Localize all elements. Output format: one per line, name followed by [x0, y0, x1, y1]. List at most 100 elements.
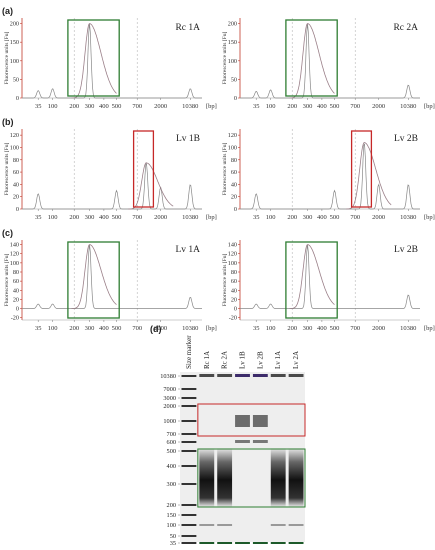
main-peak-envelope: [71, 23, 117, 99]
small-band: [235, 440, 250, 443]
y-tick-label: 200: [228, 21, 237, 28]
y-tick-label: 140: [228, 242, 237, 249]
y-tick-label: 120: [10, 251, 19, 258]
ladder-band: [181, 483, 197, 485]
x-tick-label: 300: [303, 325, 313, 332]
y-tick-label: 60: [231, 169, 237, 176]
ladder-band: [181, 388, 197, 390]
gel-lane: [270, 374, 286, 544]
gel-size-label: 10380: [160, 373, 176, 380]
x-tick-label: 35: [253, 214, 260, 221]
selection-box: [285, 19, 338, 97]
chart-title: Rc 1A: [175, 23, 200, 33]
x-tick-label: 400: [99, 103, 109, 110]
x-tick-label: 35: [35, 103, 42, 110]
trace-line: [240, 244, 420, 309]
x-tick-label: 400: [317, 103, 327, 110]
y-tick-label: 200: [10, 21, 19, 28]
gel-size-label: 700: [167, 431, 176, 438]
ladder-band: [181, 524, 197, 526]
lower-marker-band: [199, 542, 215, 544]
small-band: [270, 524, 286, 526]
y-tick-label: 100: [228, 260, 237, 267]
main-peak-envelope: [289, 244, 335, 309]
lower-marker-band: [288, 542, 304, 544]
chart-title: Lv 1B: [176, 134, 200, 144]
lane-label: Lv 1A: [274, 351, 282, 369]
x-tick-label: 400: [99, 214, 109, 221]
y-tick-label: 0: [234, 95, 237, 102]
small-band: [217, 524, 233, 526]
x-tick-label: 400: [317, 214, 327, 221]
gel-size-label: 200: [167, 502, 176, 509]
ladder-band: [181, 375, 197, 377]
gel-size-label: 150: [167, 512, 176, 519]
x-tick-label: 700: [132, 325, 142, 332]
lane-label: Rc 1A: [203, 351, 211, 369]
ladder-band: [181, 405, 197, 407]
x-tick-label: 500: [330, 325, 340, 332]
x-tick-label: 500: [112, 214, 122, 221]
y-tick-label: 50: [231, 76, 237, 83]
x-tick-label: 2000: [372, 325, 385, 332]
trace-line: [240, 143, 420, 210]
y-axis-label: Fluorescence units [Fu]: [4, 253, 10, 306]
x-tick-label: 500: [112, 325, 122, 332]
main-peak-envelope: [71, 244, 117, 309]
y-tick-label: -20: [229, 315, 237, 322]
gel-lane: [181, 375, 197, 544]
large-rna-band: [235, 415, 250, 427]
smear-region: [199, 447, 215, 507]
y-tick-label: 0: [234, 206, 237, 213]
trace-line: [22, 23, 202, 99]
gel-size-label: 600: [167, 439, 176, 446]
y-tick-label: 80: [13, 269, 19, 276]
x-tick-label: 300: [303, 214, 313, 221]
upper-marker-band: [217, 374, 233, 377]
upper-marker-band: [270, 374, 286, 377]
lane-label: Lv 1B: [239, 351, 247, 369]
y-tick-label: 40: [13, 181, 19, 188]
main-peak-envelope: [346, 142, 392, 210]
x-tick-label: 700: [350, 325, 360, 332]
x-tick-label: 200: [69, 325, 79, 332]
trace-line: [22, 162, 202, 210]
x-tick-label: 500: [112, 103, 122, 110]
gel-background: [180, 372, 305, 542]
x-tick-label: 200: [287, 103, 297, 110]
ladder-band: [181, 420, 197, 422]
x-axis-unit: [bp]: [424, 214, 435, 221]
ladder-band: [181, 514, 197, 516]
x-tick-label: 200: [69, 103, 79, 110]
panel-label-b: (b): [2, 117, 14, 127]
selection-box: [285, 241, 338, 319]
selection-box: [67, 19, 120, 97]
upper-marker-band: [288, 374, 304, 377]
y-tick-label: 60: [231, 278, 237, 285]
trace-line: [240, 23, 420, 99]
y-tick-label: 20: [231, 194, 237, 201]
smear-region: [288, 447, 304, 507]
gel-size-label: 7000: [163, 386, 176, 393]
gel-size-label: 50: [170, 533, 176, 540]
gel-lane: [199, 374, 215, 544]
y-tick-label: 120: [10, 132, 19, 139]
y-tick-label: 20: [231, 296, 237, 303]
y-tick-label: 0: [16, 206, 19, 213]
y-tick-label: 60: [13, 169, 19, 176]
panel-label-c: (c): [2, 228, 13, 238]
y-tick-label: 40: [13, 287, 19, 294]
x-tick-label: 35: [35, 214, 42, 221]
ladder-band: [181, 535, 197, 537]
x-tick-label: 500: [330, 103, 340, 110]
y-tick-label: 40: [231, 287, 237, 294]
large-rna-band: [252, 415, 268, 427]
gel-size-label: 300: [167, 481, 176, 488]
selection-box: [132, 130, 155, 208]
gel-green-box: [197, 448, 306, 508]
lower-marker-band: [217, 542, 233, 544]
